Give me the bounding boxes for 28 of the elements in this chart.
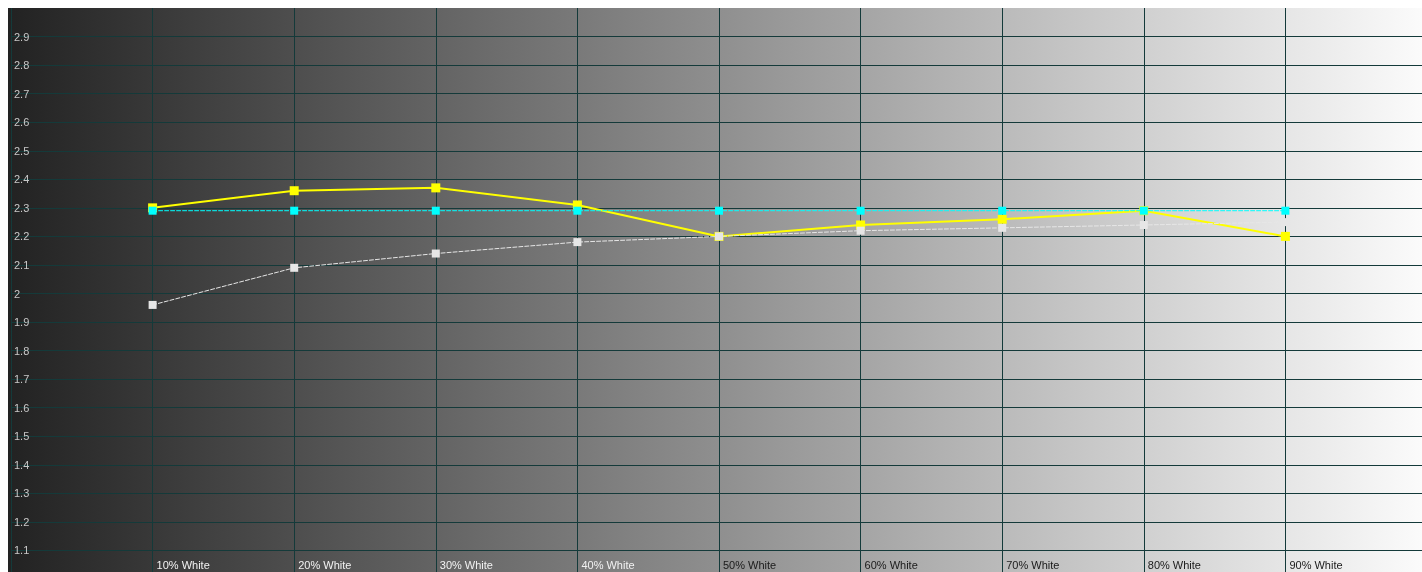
x-tick-label: 70% White bbox=[1006, 558, 1060, 571]
x-tick-label: 10% White bbox=[156, 558, 210, 571]
y-tick-label: 2.1 bbox=[14, 258, 30, 271]
x-tick-label: 20% White bbox=[298, 558, 352, 571]
x-tick-label: 50% White bbox=[723, 558, 777, 571]
y-tick-label: 2 bbox=[14, 287, 21, 300]
x-tick-label: 60% White bbox=[864, 558, 918, 571]
x-tick-label: 90% White bbox=[1289, 558, 1343, 571]
x-tick-label: 40% White bbox=[581, 558, 635, 571]
y-tick-label: 2.8 bbox=[14, 59, 30, 72]
y-tick-label: 1.3 bbox=[14, 487, 30, 500]
y-tick-label: 2.4 bbox=[14, 173, 30, 186]
y-tick-label: 2.2 bbox=[14, 230, 30, 243]
x-tick-label: 80% White bbox=[1147, 558, 1201, 571]
y-tick-label: 2.3 bbox=[14, 201, 30, 214]
y-tick-label: 2.5 bbox=[14, 144, 30, 157]
y-tick-label: 1.6 bbox=[14, 401, 30, 414]
y-tick-label: 1.1 bbox=[14, 544, 30, 557]
y-tick-label: 2.7 bbox=[14, 87, 30, 100]
y-tick-label: 1.8 bbox=[14, 344, 30, 357]
x-tick-label: 30% White bbox=[439, 558, 493, 571]
y-tick-label: 2.6 bbox=[14, 116, 30, 129]
y-tick-label: 1.2 bbox=[14, 515, 30, 528]
y-tick-label: 2.9 bbox=[14, 30, 30, 43]
y-tick-label: 1.5 bbox=[14, 430, 30, 443]
y-tick-label: 1.7 bbox=[14, 373, 30, 386]
y-tick-label: 1.4 bbox=[14, 458, 30, 471]
y-tick-label: 1.9 bbox=[14, 316, 30, 329]
